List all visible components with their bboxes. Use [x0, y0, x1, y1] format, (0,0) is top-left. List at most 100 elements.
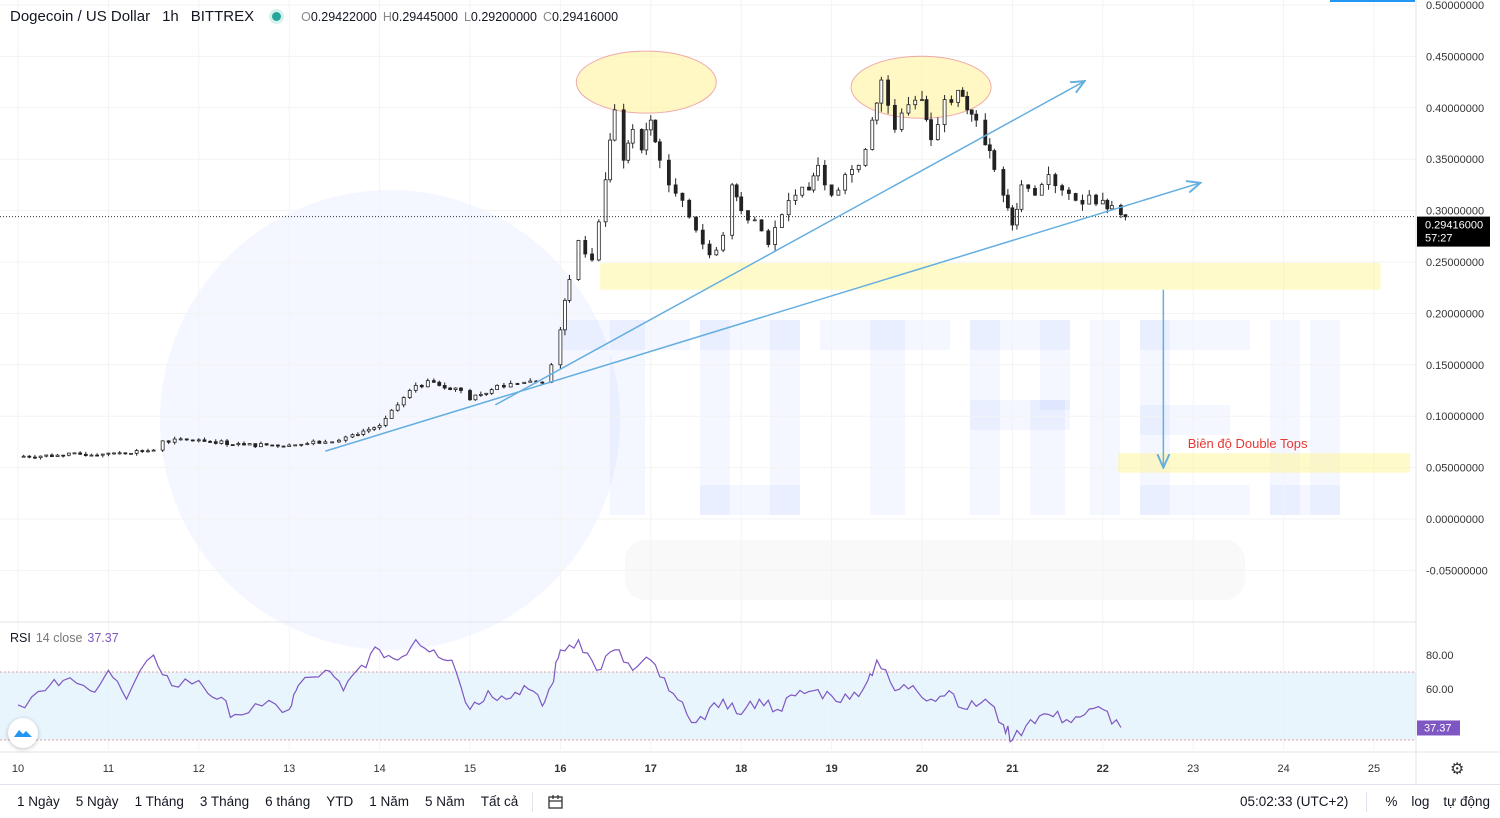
range-button[interactable]: 5 Ngày [75, 794, 119, 809]
candle [1053, 174, 1058, 187]
candle [72, 452, 77, 455]
watermark-brand-shape [1270, 485, 1340, 515]
candle [730, 184, 735, 236]
range-button[interactable]: 3 Tháng [199, 794, 250, 809]
support-zone [600, 263, 1381, 290]
candle [468, 390, 472, 401]
candle [822, 164, 827, 186]
candle [666, 159, 671, 186]
date-range-icon[interactable] [547, 794, 565, 810]
range-button[interactable]: 6 tháng [265, 794, 311, 809]
candle [913, 99, 918, 106]
candle [166, 440, 171, 443]
interval[interactable]: 1h [162, 8, 179, 25]
trendline [325, 183, 1200, 452]
high-value: 0.29445000 [391, 9, 458, 24]
candle [929, 119, 933, 141]
candle [230, 444, 235, 446]
close-value: 0.29416000 [551, 9, 619, 24]
candle [528, 380, 533, 383]
rsi-legend[interactable]: RSI 14 close 37.37 [10, 631, 119, 645]
candle [1046, 174, 1051, 186]
y-tick-label: 0.25000000 [1426, 257, 1484, 269]
candle [596, 221, 601, 261]
candle [1073, 193, 1078, 201]
x-tick-label: 13 [283, 763, 295, 775]
range-button[interactable]: 1 Năm [369, 794, 409, 809]
candle [906, 104, 911, 114]
y-tick-label: 0.35000000 [1426, 154, 1484, 166]
log-toggle[interactable]: log [1411, 794, 1430, 809]
market-status-icon [272, 12, 282, 21]
top-highlight-ellipse [575, 50, 717, 114]
candle [1010, 207, 1015, 226]
range-button[interactable]: 5 Năm [424, 794, 465, 809]
candle [442, 385, 447, 389]
top-highlight-ellipse [850, 55, 992, 119]
y-tick-label: 0.40000000 [1426, 103, 1484, 115]
y-tick-label: -0.05000000 [1426, 565, 1488, 577]
candle [752, 219, 757, 222]
candle [1100, 199, 1105, 205]
range-button[interactable]: 1 Ngày [17, 794, 60, 809]
clock-timezone[interactable]: 05:02:33 (UTC+2) [1239, 794, 1349, 809]
candle [870, 119, 875, 150]
range-button[interactable]: Tất cả [480, 794, 519, 809]
candle [956, 89, 961, 103]
candle [734, 184, 739, 198]
candle [630, 128, 635, 144]
candle [1001, 169, 1006, 196]
candle [657, 141, 662, 161]
x-tick-label: 15 [464, 763, 476, 775]
settings-gear-icon[interactable]: ⚙ [1450, 761, 1465, 778]
auto-scale-toggle[interactable]: tự động [1443, 794, 1490, 809]
candle [366, 428, 371, 432]
candle [793, 194, 798, 201]
candle [687, 199, 692, 218]
candle [343, 436, 348, 441]
candle [1060, 185, 1065, 191]
x-tick-label: 22 [1097, 763, 1109, 775]
candle [287, 444, 292, 447]
percent-toggle[interactable]: % [1385, 794, 1398, 809]
watermark-brand-shape [820, 320, 950, 350]
candle [739, 196, 744, 211]
axes[interactable]: 10 11 12 13 14 15 16 17 18 19 20 21 22 23 24 25 0.500000… [0, 0, 1500, 784]
y-tick-label: 0.10000000 [1426, 411, 1484, 423]
candle [247, 443, 252, 446]
ohlc-values: O0.29422000 H0.29445000 L0.29200000 C0.2… [301, 10, 618, 24]
candle [714, 249, 719, 256]
candle [942, 99, 947, 126]
candle [648, 119, 653, 131]
x-tick-label: 17 [645, 763, 657, 775]
cloud-logo-icon [14, 730, 32, 737]
open-key: O [301, 9, 311, 24]
candle [33, 456, 37, 459]
y-tick-label: 0.50000000 [1426, 0, 1484, 12]
candle [1015, 208, 1019, 226]
symbol-name[interactable]: Dogecoin / US Dollar [10, 8, 151, 25]
candle [299, 443, 304, 446]
rsi-band [0, 672, 1416, 740]
candle [608, 139, 613, 181]
candle [178, 438, 183, 441]
candle [78, 452, 83, 455]
candle [184, 438, 189, 441]
candle [920, 99, 924, 101]
candle [160, 440, 165, 451]
x-tick-label: 16 [554, 763, 566, 775]
candle [459, 387, 463, 391]
candle [38, 455, 43, 459]
bottom-toolbar: 1 Ngày 5 Ngày 1 Tháng 3 Tháng 6 tháng YTD 1 Nă… [0, 784, 1500, 818]
candle [431, 380, 436, 383]
x-tick-label: 20 [916, 763, 928, 775]
range-button[interactable]: YTD [326, 794, 354, 809]
candle [123, 452, 128, 455]
tradingview-logo-button[interactable] [8, 718, 38, 748]
range-button[interactable]: 1 Tháng [134, 794, 184, 809]
candle [816, 164, 820, 177]
candle [478, 394, 483, 396]
candle [361, 430, 366, 435]
candle [395, 404, 400, 411]
